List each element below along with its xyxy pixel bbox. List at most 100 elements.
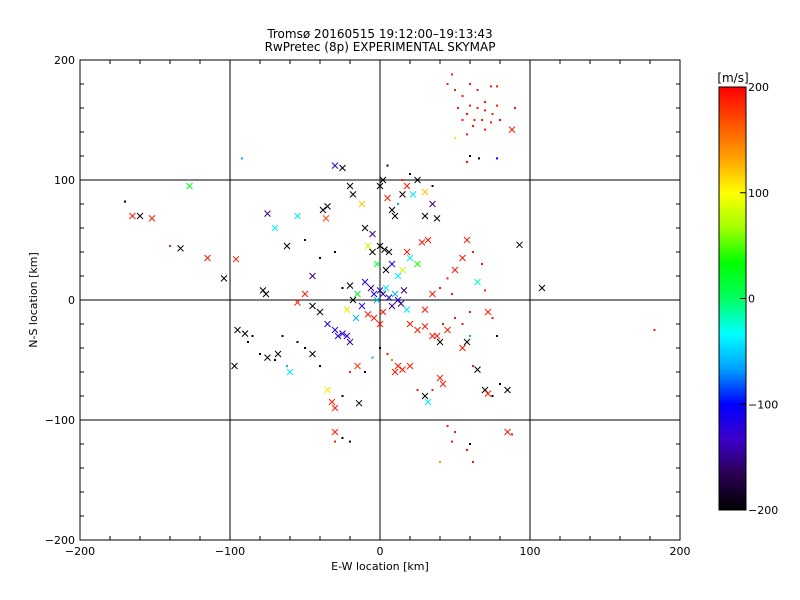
colorbar-ticks: 200 100 0 −100 −200 (740, 81, 778, 517)
data-point-cross (391, 212, 399, 220)
data-point-cross (349, 191, 357, 198)
data-point-dot (461, 323, 464, 325)
data-point-dot (364, 371, 366, 373)
data-point-cross (354, 290, 361, 298)
data-point-cross (220, 275, 228, 282)
data-point-dot (446, 425, 449, 427)
data-point-cross (381, 246, 388, 253)
data-point-cross (373, 296, 381, 304)
data-point-cross (459, 254, 466, 262)
data-point-cross (346, 338, 354, 346)
data-point-cross (283, 242, 291, 250)
data-point-cross (346, 282, 354, 289)
data-point-dot (274, 359, 276, 361)
data-point-dot (451, 73, 453, 76)
data-point-cross (339, 164, 346, 172)
data-point-dot (461, 119, 464, 121)
data-point-dot (491, 395, 494, 397)
data-point-cross (376, 182, 384, 190)
data-points (124, 73, 656, 463)
data-point-dot (454, 137, 456, 139)
data-point-cross (403, 182, 411, 190)
data-point-dot (304, 239, 306, 241)
data-point-cross (339, 330, 346, 337)
data-point-cross (322, 215, 330, 222)
y-tick-label: −200 (45, 534, 75, 547)
data-point-dot (334, 440, 336, 443)
data-point-dot (496, 104, 498, 107)
data-point-cross (424, 236, 432, 244)
chart-title: Tromsø 20160515 19:12:00–19:13:43 (267, 27, 493, 41)
data-point-dot (409, 173, 411, 175)
data-point-dot (490, 121, 492, 124)
data-point-cross (391, 368, 399, 376)
data-point-cross (463, 236, 471, 244)
data-point-cross (400, 287, 408, 294)
data-point-cross (382, 284, 390, 292)
data-point-cross (370, 314, 378, 322)
data-point-dot (472, 251, 474, 253)
data-point-dot (461, 95, 464, 97)
data-point-cross (433, 215, 441, 222)
data-point-dot (466, 449, 468, 451)
data-point-dot (466, 133, 468, 136)
data-point-dot (169, 245, 171, 247)
data-point-cross (429, 200, 436, 208)
data-point-cross (136, 212, 144, 220)
data-point-cross (429, 290, 436, 298)
data-point-dot (454, 431, 456, 433)
data-point-cross (388, 260, 396, 268)
data-point-cross (369, 248, 376, 256)
data-point-cross (444, 326, 451, 334)
data-point-dot (296, 341, 299, 343)
data-point-dot (341, 437, 344, 439)
data-point-cross (382, 266, 390, 274)
data-point-cross (369, 230, 376, 238)
data-point-cross (373, 260, 381, 268)
data-point-cross (286, 368, 294, 376)
data-point-dot (481, 119, 483, 121)
data-point-cross (367, 284, 375, 292)
data-point-cross (358, 302, 366, 310)
data-point-dot (451, 293, 453, 295)
data-point-dot (259, 353, 261, 355)
x-axis-ticks: −200 −100 0 100 200 (65, 60, 691, 558)
data-point-cross (516, 241, 523, 249)
y-axis-ticks: −200 −100 0 100 200 (45, 54, 680, 547)
data-point-dot (386, 164, 389, 167)
data-point-dot (469, 443, 471, 445)
data-point-cross (331, 326, 339, 334)
data-point-cross (399, 266, 406, 274)
data-point-dot (446, 83, 449, 85)
data-point-dot (379, 347, 381, 349)
data-point-dot (484, 289, 486, 292)
colorbar-tick-label: 100 (748, 187, 769, 200)
data-point-dot (491, 317, 494, 319)
data-point-cross (504, 428, 511, 436)
x-tick-label: 200 (670, 545, 691, 558)
data-point-dot (251, 335, 254, 337)
colorbar-tick-label: −100 (748, 398, 778, 411)
data-point-cross (439, 380, 447, 388)
y-tick-label: 200 (54, 54, 75, 67)
x-tick-label: 100 (520, 545, 541, 558)
data-point-cross (385, 294, 393, 301)
data-point-dot (476, 107, 479, 109)
data-point-cross (421, 392, 429, 400)
data-point-dot (341, 395, 344, 397)
data-point-cross (361, 224, 369, 232)
data-point-dot (451, 440, 453, 443)
data-point-cross (264, 210, 271, 217)
data-point-dot (416, 389, 419, 391)
data-point-cross (364, 311, 372, 318)
data-point-dot (472, 125, 474, 127)
data-point-cross (421, 306, 429, 313)
data-point-dot (472, 365, 474, 367)
x-tick-label: −200 (65, 545, 95, 558)
data-point-dot (371, 356, 374, 359)
data-point-cross (474, 278, 481, 286)
data-point-dot (439, 287, 441, 289)
data-point-cross (379, 290, 387, 298)
data-point-cross (309, 350, 316, 358)
